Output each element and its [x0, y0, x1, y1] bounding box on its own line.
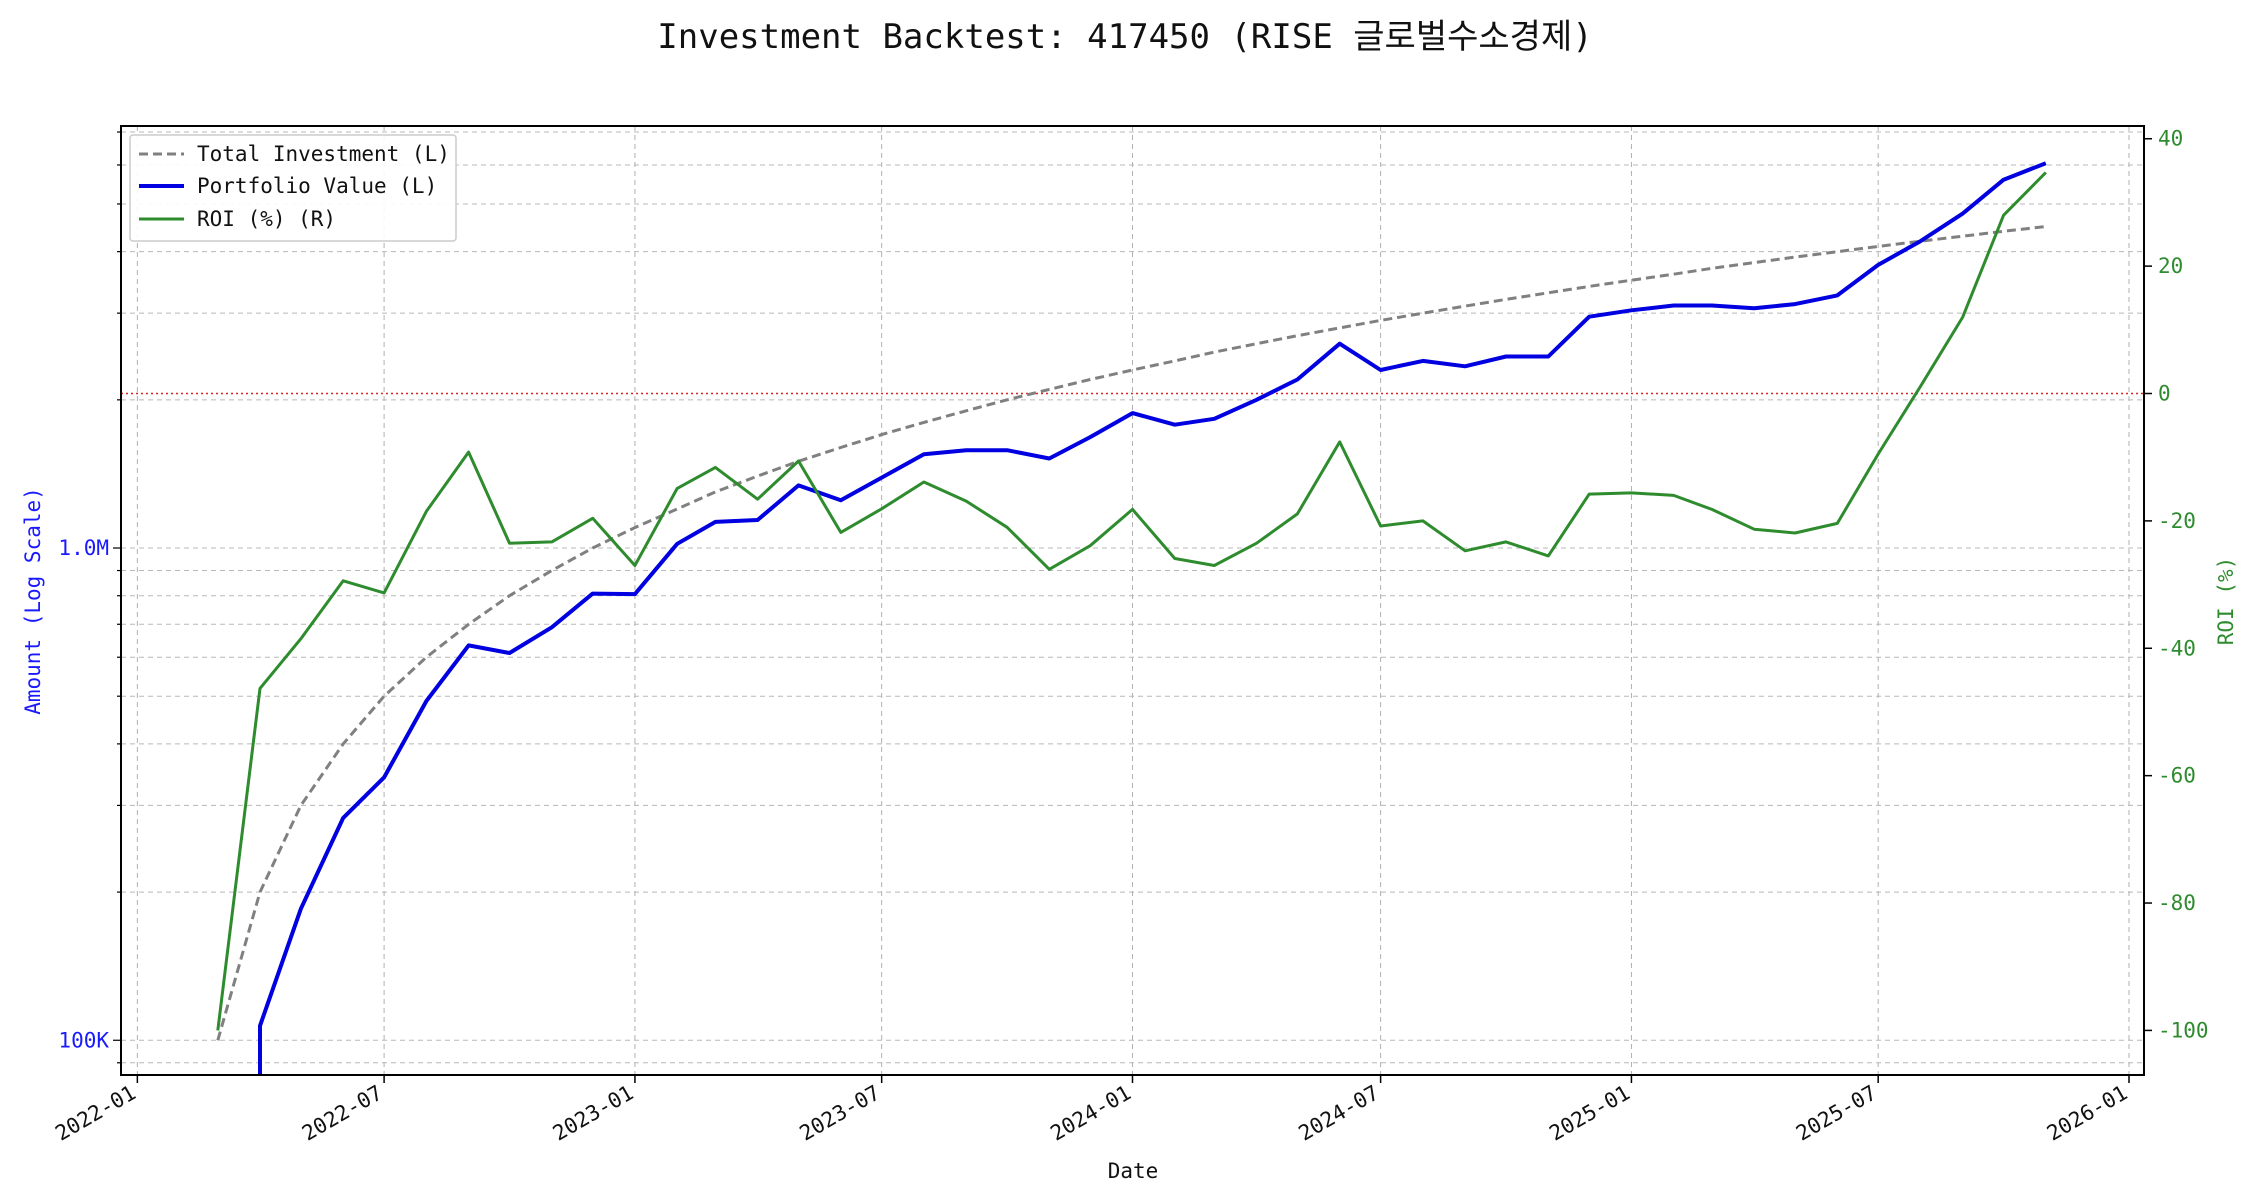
legend-box: [129, 134, 457, 242]
legend: Total Investment (L) Portfolio Value (L)…: [129, 134, 457, 242]
left-y-axis: 100K 1.0M: [58, 131, 121, 1064]
x-tick-label: 2026-01: [2043, 1081, 2132, 1146]
x-tick-label: 2024-07: [1294, 1081, 1383, 1146]
left-axis-label: Amount (Log Scale): [21, 487, 45, 715]
right-y-axis: 40 20 0 -20 -40 -60 -80 -100: [2144, 127, 2209, 1042]
x-tick-label: 2025-07: [1792, 1081, 1881, 1146]
x-tick-label: 2024-01: [1046, 1081, 1135, 1146]
y-left-tick-label: 1.0M: [58, 536, 109, 560]
right-axis-label: ROI (%): [2214, 557, 2238, 646]
y-right-tick-label: 0: [2158, 382, 2171, 406]
grid: [121, 126, 2144, 1075]
x-tick-label: 2023-07: [796, 1081, 885, 1146]
y-right-tick-label: -80: [2158, 891, 2196, 915]
y-left-tick-label: 100K: [58, 1028, 109, 1052]
legend-label-portfolio-value: Portfolio Value (L): [197, 174, 437, 198]
y-right-tick-label: 20: [2158, 254, 2183, 278]
legend-label-total-investment: Total Investment (L): [197, 142, 450, 166]
portfolio-value-line: [258, 161, 2047, 1075]
y-right-tick-label: -40: [2158, 636, 2196, 660]
total-investment-line: [216, 225, 2046, 1041]
series-lines: [216, 161, 2047, 1075]
y-right-tick-label: -100: [2158, 1018, 2209, 1042]
x-tick-label: 2025-01: [1545, 1081, 1634, 1146]
x-tick-label: 2023-01: [549, 1081, 638, 1146]
legend-label-roi: ROI (%) (R): [197, 207, 336, 231]
y-right-tick-label: -60: [2158, 764, 2196, 788]
chart-title: Investment Backtest: 417450 (RISE 글로벌수소경…: [657, 17, 1592, 57]
y-right-tick-label: -20: [2158, 509, 2196, 533]
plot-frame: [120, 125, 2145, 1076]
x-tick-label: 2022-07: [298, 1081, 387, 1146]
x-axis-label: Date: [1108, 1159, 1159, 1183]
roi-line: [216, 171, 2047, 1031]
y-right-tick-label: 40: [2158, 127, 2183, 151]
x-axis: 2022-01 2022-07 2023-01 2023-07 2024-01 2024-…: [51, 1075, 2132, 1146]
x-tick-label: 2022-01: [51, 1081, 140, 1146]
